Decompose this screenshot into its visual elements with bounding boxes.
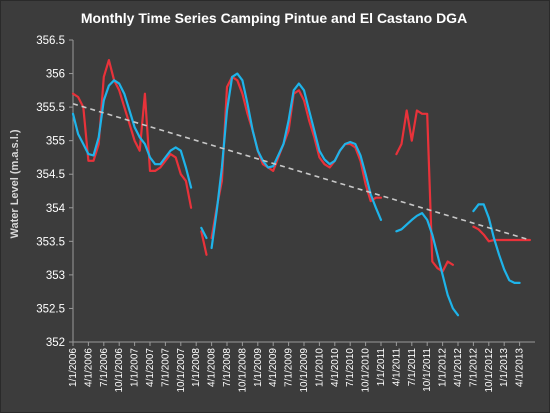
chart-title: Monthly Time Series Camping Pintue and E… bbox=[80, 10, 468, 26]
x-tick-label: 10/1/2010 bbox=[361, 348, 372, 393]
trend-line bbox=[72, 102, 531, 241]
red-series-line bbox=[210, 75, 383, 240]
x-tick-label: 7/1/2006 bbox=[99, 348, 110, 387]
x-tick-label: 10/1/2006 bbox=[114, 348, 125, 393]
x-tick-label: 7/1/2010 bbox=[345, 348, 356, 387]
x-tick-label: 7/1/2011 bbox=[407, 348, 418, 387]
x-ticks: 1/1/2006 4/1/2006 7/1/2006 10/1/2006 1/1/200… bbox=[68, 342, 526, 393]
y-tick-label: 355.5 bbox=[36, 102, 65, 114]
blue-series-line bbox=[200, 226, 208, 240]
x-tick-label: 4/1/2008 bbox=[207, 348, 218, 387]
x-tick-label: 1/1/2007 bbox=[130, 348, 141, 387]
x-tick-label: 1/1/2010 bbox=[314, 348, 325, 387]
x-tick-label: 10/1/2007 bbox=[176, 348, 187, 393]
red-series-line bbox=[395, 109, 454, 273]
y-tick-label: 356.5 bbox=[36, 35, 65, 47]
y-tick-label: 352.5 bbox=[36, 303, 65, 315]
blue-series-line bbox=[395, 212, 460, 317]
x-tick-label: 1/1/2009 bbox=[253, 348, 264, 387]
x-tick-label: 1/1/2006 bbox=[68, 348, 79, 387]
y-tick-label: 352 bbox=[46, 337, 65, 349]
blue-series-line bbox=[71, 79, 193, 189]
series-layer bbox=[71, 58, 532, 317]
x-tick-label: 4/1/2012 bbox=[453, 348, 464, 387]
y-tick-label: 354 bbox=[46, 203, 66, 215]
y-tick-label: 356 bbox=[46, 69, 65, 81]
x-tick-label: 10/1/2012 bbox=[484, 348, 495, 393]
blue-series-line bbox=[210, 72, 383, 250]
red-series-line bbox=[200, 230, 208, 256]
x-tick-label: 1/1/2012 bbox=[438, 348, 449, 387]
y-ticks: 352 352.5 353 353.5 354 354.5 355 355.5 356 356.5 bbox=[36, 35, 73, 349]
x-tick-label: 4/1/2006 bbox=[83, 348, 94, 387]
y-tick-label: 353 bbox=[46, 270, 65, 282]
red-series-line bbox=[472, 225, 532, 243]
x-tick-label: 7/1/2007 bbox=[160, 348, 171, 387]
blue-series-line bbox=[472, 203, 521, 284]
x-tick-label: 1/1/2008 bbox=[191, 348, 202, 387]
x-tick-label: 4/1/2013 bbox=[515, 348, 526, 387]
x-tick-label: 7/1/2012 bbox=[468, 348, 479, 387]
y-tick-label: 354.5 bbox=[36, 169, 65, 181]
x-tick-label: 4/1/2010 bbox=[330, 348, 341, 387]
y-tick-label: 353.5 bbox=[36, 236, 65, 248]
y-tick-label: 355 bbox=[46, 136, 65, 148]
x-tick-label: 7/1/2009 bbox=[284, 348, 295, 387]
x-tick-label: 10/1/2009 bbox=[299, 348, 310, 393]
x-tick-label: 4/1/2009 bbox=[268, 348, 279, 387]
x-tick-label: 1/1/2013 bbox=[499, 348, 510, 387]
x-tick-label: 10/1/2008 bbox=[237, 348, 248, 393]
x-tick-label: 1/1/2011 bbox=[376, 348, 387, 387]
x-tick-label: 4/1/2007 bbox=[145, 348, 156, 387]
red-series-line bbox=[71, 58, 193, 209]
x-tick-label: 10/1/2011 bbox=[422, 348, 433, 392]
x-tick-label: 4/1/2011 bbox=[391, 348, 402, 387]
x-tick-label: 7/1/2008 bbox=[222, 348, 233, 387]
